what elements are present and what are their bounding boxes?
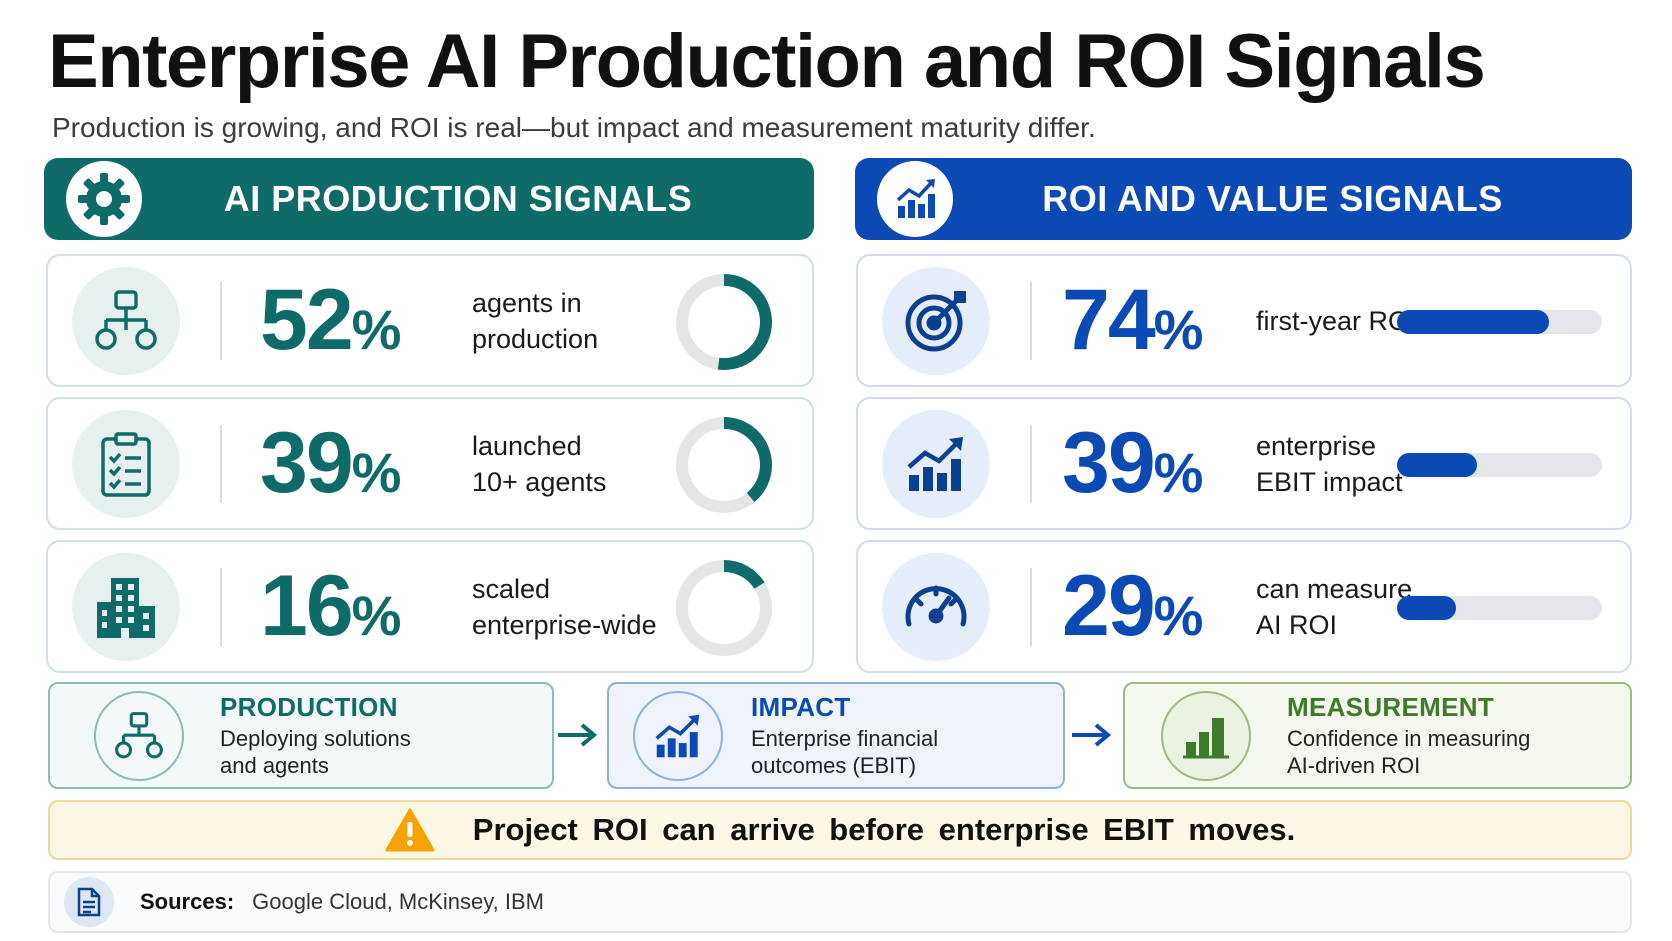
flow-step-production: PRODUCTION Deploying solutions and agent… [48, 682, 554, 789]
progress-bar [1397, 453, 1602, 477]
org-chart-icon [72, 266, 180, 375]
bar-chart-icon [1161, 690, 1251, 781]
document-icon [64, 877, 114, 927]
flow-step-title: IMPACT [751, 692, 851, 722]
donut-chart [676, 417, 772, 513]
building-icon [72, 552, 180, 661]
production-stat-card: 16% scaled enterprise-wide [46, 540, 814, 673]
stat-value: 39% [1062, 415, 1204, 511]
page-title: Enterprise AI Production and ROI Signals [48, 19, 1486, 104]
roi-stat-card: 29% can measure AI ROI [856, 540, 1632, 673]
page-subtitle: Production is growing, and ROI is real—b… [52, 112, 1096, 143]
org-chart-icon [94, 690, 184, 781]
flow-step-desc: Confidence in measuring AI-driven ROI [1287, 726, 1531, 778]
divider [1030, 424, 1032, 503]
stat-label: can measure AI ROI [1256, 573, 1413, 640]
arrow-right-icon [558, 723, 598, 747]
divider [220, 281, 222, 360]
stat-label: launched 10+ agents [472, 430, 607, 497]
stat-value: 52% [260, 272, 402, 368]
roi-stat-card: 39% enterprise EBIT impact [856, 397, 1632, 530]
sources-label: Sources: [140, 889, 235, 914]
arrow-right-icon [1072, 723, 1112, 747]
stat-label: agents in production [472, 287, 599, 354]
callout-banner: Project ROI can arrive before enterprise… [48, 800, 1632, 860]
progress-bar [1397, 596, 1602, 620]
divider [220, 424, 222, 503]
growth-chart-icon [882, 409, 990, 518]
clipboard-checklist-icon [72, 409, 180, 518]
flow-step-title: MEASUREMENT [1287, 692, 1494, 722]
callout-text: Project ROI can arrive before enterprise… [472, 812, 1296, 847]
growth-chart-icon [877, 161, 953, 237]
flow-step-desc: Enterprise financial outcomes (EBIT) [751, 726, 939, 778]
sources-text: Google Cloud, McKinsey, IBM [252, 889, 544, 914]
donut-chart [676, 274, 772, 370]
gear-icon [66, 161, 142, 237]
warning-icon [385, 808, 435, 852]
roi-panel-title: ROI AND VALUE SIGNALS [1042, 178, 1503, 219]
stat-value: 29% [1062, 558, 1204, 654]
stat-value: 39% [260, 415, 402, 511]
flow-step-title: PRODUCTION [220, 692, 398, 722]
gauge-icon [882, 552, 990, 661]
production-panel-header: AI PRODUCTION SIGNALS [44, 158, 814, 240]
stat-label: enterprise EBIT impact [1256, 430, 1403, 497]
flow-step-measurement: MEASUREMENT Confidence in measuring AI-d… [1123, 682, 1632, 789]
target-icon [882, 266, 990, 375]
progress-bar [1397, 310, 1602, 334]
progress-bar-fill [1397, 453, 1477, 477]
progress-bar-fill [1397, 596, 1457, 620]
production-stat-card: 52% agents in production [46, 254, 814, 387]
sources-bar: Sources: Google Cloud, McKinsey, IBM [48, 871, 1632, 933]
progress-bar-fill [1397, 310, 1549, 334]
divider [220, 567, 222, 646]
divider [1030, 281, 1032, 360]
donut-chart [676, 560, 772, 656]
flow-step-impact: IMPACT Enterprise financial outcomes (EB… [607, 682, 1065, 789]
stat-value: 16% [260, 558, 402, 654]
roi-stat-card: 74% first-year ROI [856, 254, 1632, 387]
production-panel-title: AI PRODUCTION SIGNALS [223, 178, 693, 219]
flow-step-desc: Deploying solutions and agents [220, 726, 411, 778]
growth-chart-icon [633, 690, 723, 781]
roi-panel-header: ROI AND VALUE SIGNALS [855, 158, 1632, 240]
production-stat-card: 39% launched 10+ agents [46, 397, 814, 530]
divider [1030, 567, 1032, 646]
stat-value: 74% [1062, 272, 1204, 368]
stat-label: scaled enterprise-wide [472, 573, 657, 640]
